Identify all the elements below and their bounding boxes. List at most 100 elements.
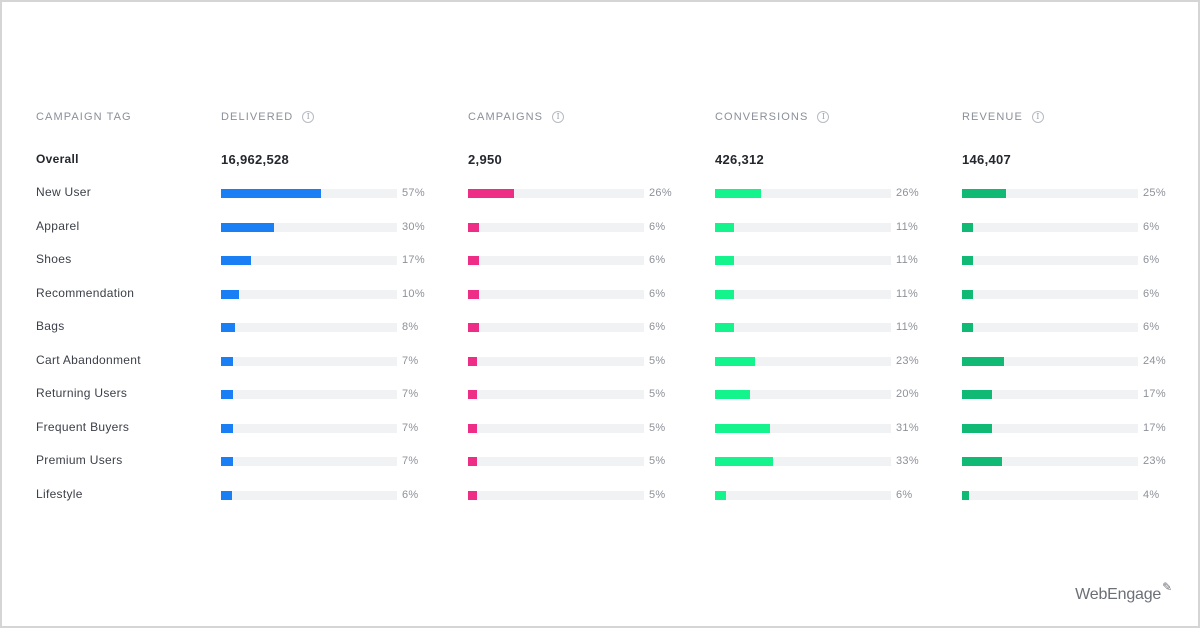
revenue-percent: 17% — [1143, 421, 1166, 434]
logo-text: WebEngage — [1075, 586, 1162, 603]
delivered-percent: 10% — [402, 287, 425, 300]
revenue-bar-fill — [962, 490, 969, 500]
info-icon[interactable]: i — [552, 111, 565, 123]
row-label: Apparel — [36, 218, 80, 233]
conversions-percent: 26% — [896, 187, 919, 199]
campaigns-bar-fill — [468, 457, 477, 466]
info-icon[interactable]: i — [817, 111, 830, 123]
conversions-bar — [715, 323, 891, 332]
revenue-percent: 6% — [1143, 254, 1160, 266]
delivered-bar-fill — [221, 289, 239, 299]
column-header-revenue: REVENUE i — [962, 111, 1044, 123]
delivered-percent: 6% — [402, 488, 419, 501]
row-label: Shoes — [36, 252, 72, 266]
campaigns-percent: 5% — [649, 455, 666, 467]
conversions-bar-fill — [715, 423, 770, 433]
delivered-bar-fill — [221, 222, 274, 232]
conversions-bar-fill — [715, 323, 734, 332]
campaigns-bar-fill — [468, 256, 479, 265]
revenue-percent: 4% — [1143, 488, 1160, 501]
revenue-bar-fill — [962, 423, 992, 433]
delivered-bar-fill — [221, 256, 251, 265]
column-header-label: REVENUE — [962, 111, 1023, 123]
conversions-bar-fill — [715, 390, 750, 399]
conversions-percent: 6% — [896, 488, 913, 501]
conversions-bar-fill — [715, 356, 755, 366]
info-icon[interactable]: i — [1031, 111, 1044, 123]
delivered-bar-fill — [221, 356, 233, 366]
webengage-logo: WebEngage ✎ — [1075, 580, 1172, 604]
campaigns-bar — [468, 189, 644, 198]
delivered-percent: 7% — [402, 455, 419, 467]
conversions-bar — [715, 189, 891, 198]
column-header-delivered: DELIVERED i — [221, 111, 315, 123]
delivered-bar-fill — [221, 423, 233, 433]
revenue-percent: 6% — [1143, 220, 1160, 233]
delivered-bar — [221, 390, 397, 399]
row-label: Frequent Buyers — [36, 419, 130, 434]
conversions-bar — [715, 222, 891, 232]
delivered-percent: 7% — [402, 388, 419, 400]
delivered-percent: 7% — [402, 354, 419, 367]
delivered-bar-fill — [221, 189, 321, 198]
campaigns-bar-fill — [468, 390, 477, 399]
conversions-bar — [715, 423, 891, 433]
campaigns-bar — [468, 289, 644, 299]
revenue-bar-fill — [962, 256, 973, 265]
webengage-mark-icon: ✎ — [1162, 580, 1172, 594]
column-header-label: DELIVERED — [221, 111, 294, 123]
row-label: Lifestyle — [36, 486, 83, 501]
campaigns-bar-fill — [468, 356, 477, 366]
conversions-bar — [715, 289, 891, 299]
revenue-bar — [962, 423, 1138, 433]
campaigns-bar — [468, 390, 644, 399]
overall-label: Overall — [36, 152, 79, 166]
campaigns-bar-fill — [468, 490, 477, 500]
revenue-bar — [962, 256, 1138, 265]
conversions-percent: 11% — [896, 220, 919, 233]
conversions-percent: 31% — [896, 421, 919, 434]
delivered-bar-fill — [221, 390, 233, 399]
total-revenue: 146,407 — [962, 152, 1012, 167]
row-label: New User — [36, 185, 92, 199]
conversions-bar-fill — [715, 289, 734, 299]
delivered-bar — [221, 423, 397, 433]
total-conversions: 426,312 — [715, 152, 765, 167]
revenue-percent: 17% — [1143, 388, 1166, 400]
revenue-bar — [962, 390, 1138, 399]
conversions-percent: 11% — [896, 287, 919, 300]
revenue-bar-fill — [962, 222, 973, 232]
campaigns-bar — [468, 222, 644, 232]
revenue-bar — [962, 222, 1138, 232]
info-icon[interactable]: i — [302, 111, 315, 123]
conversions-bar-fill — [715, 457, 773, 466]
revenue-bar-fill — [962, 356, 1004, 366]
delivered-bar-fill — [221, 457, 233, 466]
conversions-bar-fill — [715, 490, 726, 500]
delivered-bar — [221, 256, 397, 265]
conversions-bar — [715, 490, 891, 500]
revenue-percent: 6% — [1143, 287, 1160, 300]
total-delivered: 16,962,528 — [221, 152, 290, 167]
campaigns-bar — [468, 490, 644, 500]
row-label: Bags — [36, 319, 65, 333]
campaigns-percent: 5% — [649, 354, 666, 367]
campaigns-bar-fill — [468, 222, 479, 232]
campaigns-percent: 5% — [649, 421, 666, 434]
campaigns-percent: 5% — [649, 488, 666, 501]
conversions-bar — [715, 390, 891, 399]
campaigns-bar — [468, 356, 644, 366]
delivered-bar — [221, 490, 397, 500]
revenue-bar — [962, 356, 1138, 366]
total-campaigns: 2,950 — [468, 152, 503, 167]
delivered-percent: 30% — [402, 220, 425, 233]
conversions-percent: 11% — [896, 321, 919, 333]
campaigns-bar — [468, 457, 644, 466]
delivered-bar — [221, 289, 397, 299]
delivered-bar-fill — [221, 490, 232, 500]
conversions-percent: 23% — [896, 354, 919, 367]
campaigns-bar-fill — [468, 423, 477, 433]
conversions-bar-fill — [715, 189, 761, 198]
revenue-percent: 23% — [1143, 455, 1166, 467]
column-header-label: CAMPAIGN TAG — [36, 111, 132, 123]
